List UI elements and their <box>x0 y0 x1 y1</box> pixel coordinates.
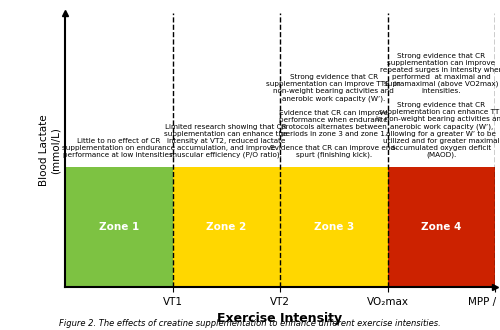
Text: Strong evidence that CR
supplementation can improve TTE  in
non-weight bearing a: Strong evidence that CR supplementation … <box>266 74 401 158</box>
Text: Little to no effect of CR
supplementation on endurance
performance at low intens: Little to no effect of CR supplementatio… <box>62 138 176 158</box>
Bar <box>280 167 388 287</box>
Bar <box>388 167 495 287</box>
Text: Figure 2. The effects of creatine supplementation to enhance different exercise : Figure 2. The effects of creatine supple… <box>59 319 441 328</box>
Bar <box>172 167 280 287</box>
X-axis label: Exercise Intensity: Exercise Intensity <box>218 313 342 325</box>
Text: Strong evidence that CR
supplementation can improve
repeated surges in intensity: Strong evidence that CR supplementation … <box>376 53 500 158</box>
Text: Limited research showing that CR
supplementation can enhance the
intensity at VT: Limited research showing that CR supplem… <box>164 124 288 158</box>
Y-axis label: Blood Lactate
(mmol/L): Blood Lactate (mmol/L) <box>39 114 61 186</box>
Text: Zone 1: Zone 1 <box>98 222 139 232</box>
Text: Zone 2: Zone 2 <box>206 222 246 232</box>
Text: Zone 3: Zone 3 <box>314 222 354 232</box>
Text: Zone 4: Zone 4 <box>421 222 462 232</box>
Bar <box>65 167 172 287</box>
